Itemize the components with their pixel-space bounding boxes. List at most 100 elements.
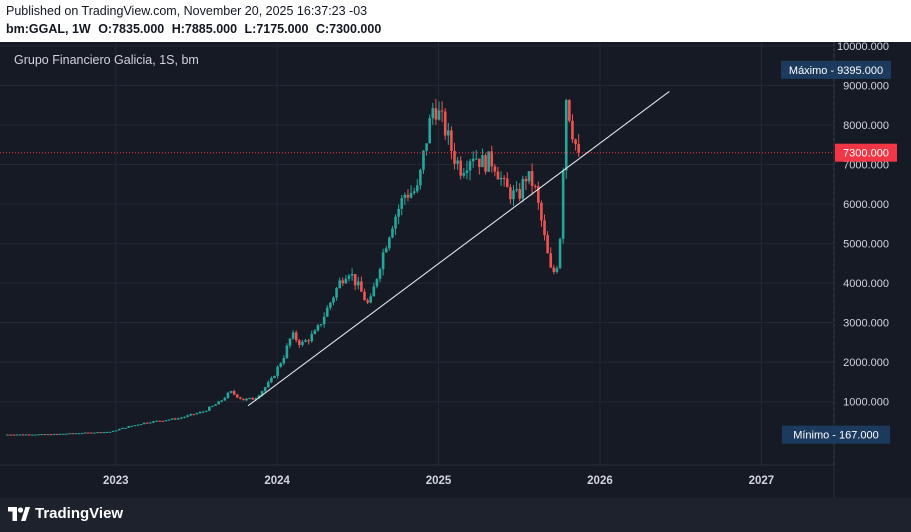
- candle-body-down: [518, 189, 521, 199]
- candle-body-up: [37, 434, 40, 436]
- candle-body-up: [394, 216, 397, 229]
- chart-area[interactable]: 1000.000 2000.000 3000.000 4000.000 5000.000…: [0, 42, 911, 498]
- candle-body-up: [167, 419, 171, 421]
- candle-body-up: [62, 433, 65, 435]
- candle-body-down: [509, 187, 512, 200]
- candle-body-up: [325, 307, 329, 317]
- candle-body-down: [9, 434, 12, 436]
- candle-body-up: [180, 417, 183, 419]
- overlay-layer: [0, 90, 834, 407]
- candle-body-up: [164, 420, 168, 422]
- candle-body-up: [183, 416, 186, 418]
- candle-body-up: [204, 410, 208, 412]
- candle-body-up: [105, 431, 109, 433]
- candle-body-up: [254, 398, 258, 400]
- candle-body-up: [431, 108, 435, 119]
- candle-body-down: [242, 398, 245, 401]
- candle-body-up: [189, 414, 192, 416]
- candle-body-up: [381, 252, 385, 270]
- open-value: O:7835.000: [98, 22, 165, 36]
- candle-body-up: [409, 192, 413, 198]
- candle-body-down: [239, 397, 242, 399]
- candle-body-up: [384, 248, 388, 253]
- ohlc-readout: bm:GGAL, 1W O:7835.000 H:7885.000 L:7175…: [6, 22, 385, 36]
- candle-body-up: [388, 237, 391, 249]
- candle-body-up: [59, 433, 62, 435]
- y-tick-label: 10000.000: [837, 42, 889, 53]
- x-tick-label: 2027: [749, 475, 775, 487]
- candle-body-down: [21, 434, 25, 436]
- candle-body-up: [378, 269, 382, 279]
- candle-body-down: [537, 186, 540, 203]
- candle-body-up: [139, 424, 143, 426]
- candle-body-up: [142, 422, 146, 425]
- candle-body-up: [248, 397, 251, 399]
- candle-body-up: [447, 130, 450, 136]
- price-chart[interactable]: 1000.000 2000.000 3000.000 4000.000 5000.000…: [0, 42, 911, 498]
- candle-body-down: [363, 291, 366, 301]
- candle-body-up: [130, 425, 134, 427]
- candle-body-up: [558, 238, 562, 269]
- candle-body-up: [34, 434, 37, 436]
- candle-body-down: [161, 420, 165, 422]
- tradingview-logo-icon: [8, 506, 30, 521]
- candle-body-up: [263, 387, 267, 392]
- candle-body-up: [208, 406, 211, 411]
- y-tick-label: 3000.000: [843, 318, 889, 330]
- candle-body-up: [273, 376, 276, 379]
- candle-body-up: [214, 404, 217, 406]
- tradingview-logo[interactable]: TradingView: [8, 505, 123, 522]
- x-tick-label: 2025: [426, 475, 452, 487]
- candle-body-up: [24, 434, 28, 436]
- candle-body-up: [124, 427, 127, 429]
- min-label-tag: [782, 425, 890, 444]
- candle-body-down: [574, 139, 577, 145]
- candle-body-up: [412, 191, 416, 193]
- candle-body-up: [555, 268, 559, 272]
- candle-body-down: [294, 332, 298, 341]
- candle-body-up: [319, 324, 323, 326]
- candle-body-up: [270, 378, 273, 383]
- candle-body-up: [288, 338, 292, 346]
- candle-body-up: [15, 434, 19, 436]
- candle-body-down: [307, 340, 310, 342]
- candle-body-up: [471, 158, 475, 162]
- candle-body-up: [437, 110, 441, 120]
- candle-body-down: [99, 432, 102, 434]
- candle-body-up: [276, 366, 279, 377]
- candle-body-up: [83, 432, 87, 434]
- candle-body-down: [235, 394, 239, 398]
- candle-body-down: [434, 108, 438, 120]
- candle-body-up: [422, 150, 425, 170]
- candle-body-up: [201, 411, 205, 413]
- candle-body-down: [459, 160, 463, 176]
- candle-body-up: [301, 341, 304, 345]
- candle-body-down: [443, 111, 447, 136]
- candle-body-up: [419, 169, 422, 186]
- candle-body-up: [521, 178, 525, 199]
- candle-body-up: [52, 433, 56, 435]
- candle-body-up: [468, 161, 472, 171]
- candle-body-up: [121, 427, 124, 430]
- candle-body-up: [400, 198, 404, 209]
- candle-body-down: [543, 220, 546, 236]
- candle-body-down: [341, 280, 345, 284]
- candle-body-up: [152, 421, 155, 423]
- x-tick-label: 2024: [264, 475, 290, 487]
- candle-body-up: [397, 208, 400, 217]
- candle-body-up: [316, 325, 320, 331]
- candle-body-up: [338, 280, 341, 289]
- candle-body-up: [474, 158, 478, 160]
- candle-body-down: [49, 434, 53, 436]
- candle-body-down: [524, 178, 528, 182]
- candle-body-up: [245, 398, 248, 401]
- candle-body-up: [499, 177, 503, 180]
- candle-body-up: [186, 415, 189, 417]
- candle-body-down: [27, 434, 31, 436]
- candle-body-up: [291, 332, 295, 339]
- candle-body-up: [332, 297, 335, 303]
- candle-body-up: [285, 345, 289, 359]
- last-price-label: 7300.000: [843, 148, 889, 160]
- candle-body-up: [304, 340, 307, 342]
- candle-body-down: [12, 434, 16, 436]
